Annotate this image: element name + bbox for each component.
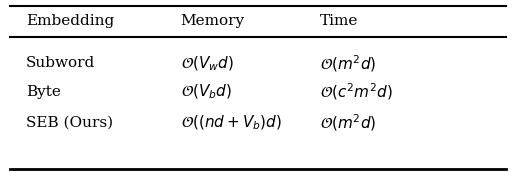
Text: Byte: Byte (26, 85, 61, 99)
Text: $\mathcal{O}(m^2 d)$: $\mathcal{O}(m^2 d)$ (320, 112, 376, 133)
Text: Embedding: Embedding (26, 14, 114, 28)
Text: Memory: Memory (181, 14, 245, 28)
Text: $\mathcal{O}((nd + V_b)d)$: $\mathcal{O}((nd + V_b)d)$ (181, 113, 282, 132)
Text: $\mathcal{O}(V_b d)$: $\mathcal{O}(V_b d)$ (181, 83, 232, 101)
Text: $\mathcal{O}(V_w d)$: $\mathcal{O}(V_w d)$ (181, 54, 234, 73)
Text: $\mathcal{O}(c^2 m^2 d)$: $\mathcal{O}(c^2 m^2 d)$ (320, 82, 393, 102)
Text: Time: Time (320, 14, 358, 28)
Text: $\mathcal{O}(m^2 d)$: $\mathcal{O}(m^2 d)$ (320, 53, 376, 74)
Text: Subword: Subword (26, 56, 95, 70)
Text: SEB (Ours): SEB (Ours) (26, 115, 113, 129)
